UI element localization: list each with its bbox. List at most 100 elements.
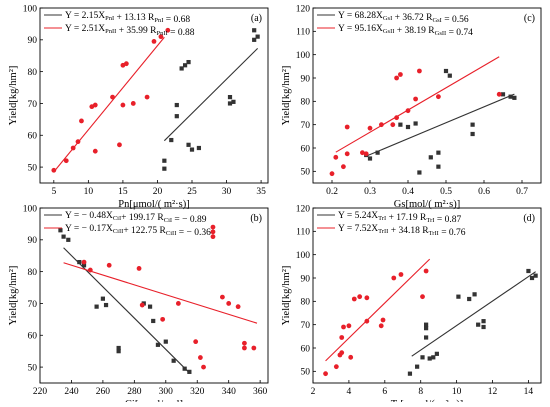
plot-frame (39, 207, 269, 384)
data-point (227, 94, 233, 100)
data-point (231, 99, 236, 104)
legend-entry: Y = 95.16XGsII + 38.19 RGsII = 0.74 (338, 24, 473, 38)
data-point (175, 301, 181, 306)
data-point (210, 229, 216, 235)
x-tick-label: 0.5 (440, 187, 452, 197)
data-point (75, 139, 81, 145)
y-tick-label: 120 (296, 204, 311, 214)
data-point (379, 122, 384, 128)
data-point (390, 122, 396, 128)
x-tick-label: 2 (311, 387, 316, 397)
data-point (116, 349, 121, 354)
data-point (420, 294, 425, 300)
data-point (472, 292, 477, 297)
x-tick-label: 360 (253, 387, 268, 397)
data-point (456, 294, 461, 299)
data-point (508, 94, 513, 99)
panel-label: (c) (524, 13, 535, 24)
x-tick-label: 240 (64, 387, 79, 397)
y-tick-label: 80 (301, 98, 311, 108)
series-1 (162, 28, 260, 171)
y-tick-label: 60 (28, 132, 38, 142)
data-point (357, 294, 363, 300)
data-point (120, 102, 126, 108)
data-point (66, 237, 71, 242)
y-tick-label: 70 (301, 321, 311, 331)
panel-label: (d) (523, 213, 535, 224)
x-tick-label: 35 (256, 187, 266, 197)
x-tick-label: 0.4 (402, 187, 414, 197)
data-point (496, 91, 502, 97)
data-point (61, 234, 66, 239)
data-point (197, 355, 203, 360)
data-point (481, 324, 486, 330)
data-point (364, 295, 370, 301)
data-point (415, 364, 420, 369)
data-point (77, 259, 82, 265)
y-tick-label: 70 (301, 121, 311, 131)
data-point (351, 296, 357, 302)
x-tick-label: 0.6 (478, 187, 490, 197)
data-point (160, 316, 166, 322)
data-point (431, 355, 436, 360)
y-tick-label: 50 (28, 363, 38, 373)
legend-entry: Y = − 0.48XCiI+ 199.17 RCiI = − 0.89 (65, 211, 207, 225)
series-2 (63, 224, 258, 370)
y-tick-label: 60 (301, 144, 311, 154)
data-point (235, 304, 241, 310)
data-point (405, 124, 411, 130)
data-point (182, 63, 188, 68)
data-point (470, 122, 475, 127)
data-point (413, 121, 418, 126)
data-point (391, 275, 397, 281)
x-tick-label: 14 (524, 387, 534, 397)
x-tick-label: 300 (159, 387, 174, 397)
x-tick-label: 30 (222, 187, 232, 197)
data-point (529, 275, 535, 281)
x-axis-label: Gs[mol/( m²·s)] (394, 199, 460, 210)
x-tick-label: 340 (222, 387, 237, 397)
plot-frame (39, 7, 269, 184)
data-point (227, 101, 233, 106)
data-point (117, 142, 122, 148)
y-tick-label: 90 (301, 274, 311, 284)
y-tick-label: 60 (28, 332, 38, 342)
data-point (70, 145, 76, 151)
chart-panel-3: 2202402602803003203403605060708090100Ci[… (8, 204, 269, 407)
data-point (186, 59, 191, 65)
x-tick-label: 220 (33, 387, 48, 397)
data-point (171, 358, 176, 363)
y-tick-label: 110 (296, 228, 310, 238)
data-point (363, 151, 369, 157)
data-point (251, 345, 257, 351)
regression-line (325, 258, 431, 362)
data-point (81, 259, 87, 265)
y-tick-label: 90 (301, 74, 311, 84)
regression-line (53, 36, 165, 173)
chart-panel-1: 5 10 15 20 25 30 35 50 60 70 80 90 100 Pn[μmol/( m²·s… (8, 4, 269, 210)
data-point (339, 335, 345, 340)
y-tick-label: 50 (28, 163, 38, 173)
data-point (123, 61, 129, 67)
data-point (165, 27, 171, 33)
data-point (323, 371, 328, 377)
x-tick-label: 12 (488, 387, 498, 397)
data-point (139, 302, 145, 308)
data-point (339, 350, 345, 356)
regression-line (63, 262, 258, 324)
y-tick-label: 90 (28, 236, 38, 246)
data-point (155, 342, 161, 347)
data-point (394, 115, 399, 121)
data-point (526, 268, 531, 274)
data-point (436, 94, 441, 100)
data-point (187, 369, 192, 374)
data-point (346, 323, 352, 329)
legend-entry: Y = 7.52XTrII + 34.18 RTrII = 0.76 (338, 224, 466, 238)
data-point (367, 156, 373, 161)
data-point (144, 94, 150, 100)
legend-entry: Y = − 0.17XCiII+ 122.75 RCiII = − 0.36 (65, 224, 211, 238)
data-point (428, 155, 433, 160)
chart-panel-2: 0.2 0.3 0.4 0.5 0.6 0.7 50 60 70 80 90 100 110 120 Gs[… (281, 4, 542, 210)
data-point (423, 268, 429, 274)
